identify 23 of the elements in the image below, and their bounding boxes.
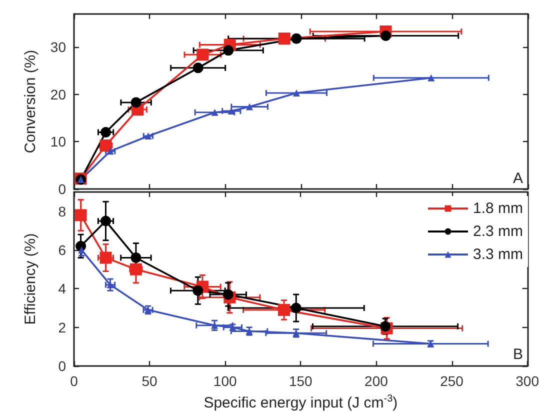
legend-label: 3.3 mm bbox=[472, 246, 524, 263]
y-tick-label: 0 bbox=[58, 181, 66, 197]
x-tick-label: 250 bbox=[440, 373, 464, 389]
x-tick-label: 100 bbox=[213, 373, 237, 389]
y-tick-label: 20 bbox=[50, 86, 66, 102]
legend-label: 1.8 mm bbox=[472, 200, 524, 217]
legend-label: 2.3 mm bbox=[472, 223, 524, 240]
x-tick-label: 150 bbox=[288, 373, 313, 389]
y-tick-label: 0 bbox=[58, 358, 66, 374]
x-tick-label: 200 bbox=[364, 373, 388, 389]
annotation: B bbox=[512, 346, 524, 363]
y-tick-label: 30 bbox=[50, 39, 66, 56]
y-tick-label: 2 bbox=[58, 319, 66, 336]
y-tick-label: 10 bbox=[50, 134, 66, 150]
x-tick-label: 0 bbox=[70, 373, 78, 389]
y-tick-label: 4 bbox=[58, 280, 66, 297]
y-axis-title: Conversion (%) bbox=[22, 50, 39, 154]
y-tick-label: 6 bbox=[58, 242, 66, 258]
x-tick-label: 300 bbox=[516, 373, 540, 389]
y-tick-label: 8 bbox=[58, 203, 66, 220]
x-tick-label: 50 bbox=[142, 373, 158, 389]
annotation: A bbox=[512, 170, 524, 187]
y-axis-title: Efficiency (%) bbox=[22, 233, 39, 325]
